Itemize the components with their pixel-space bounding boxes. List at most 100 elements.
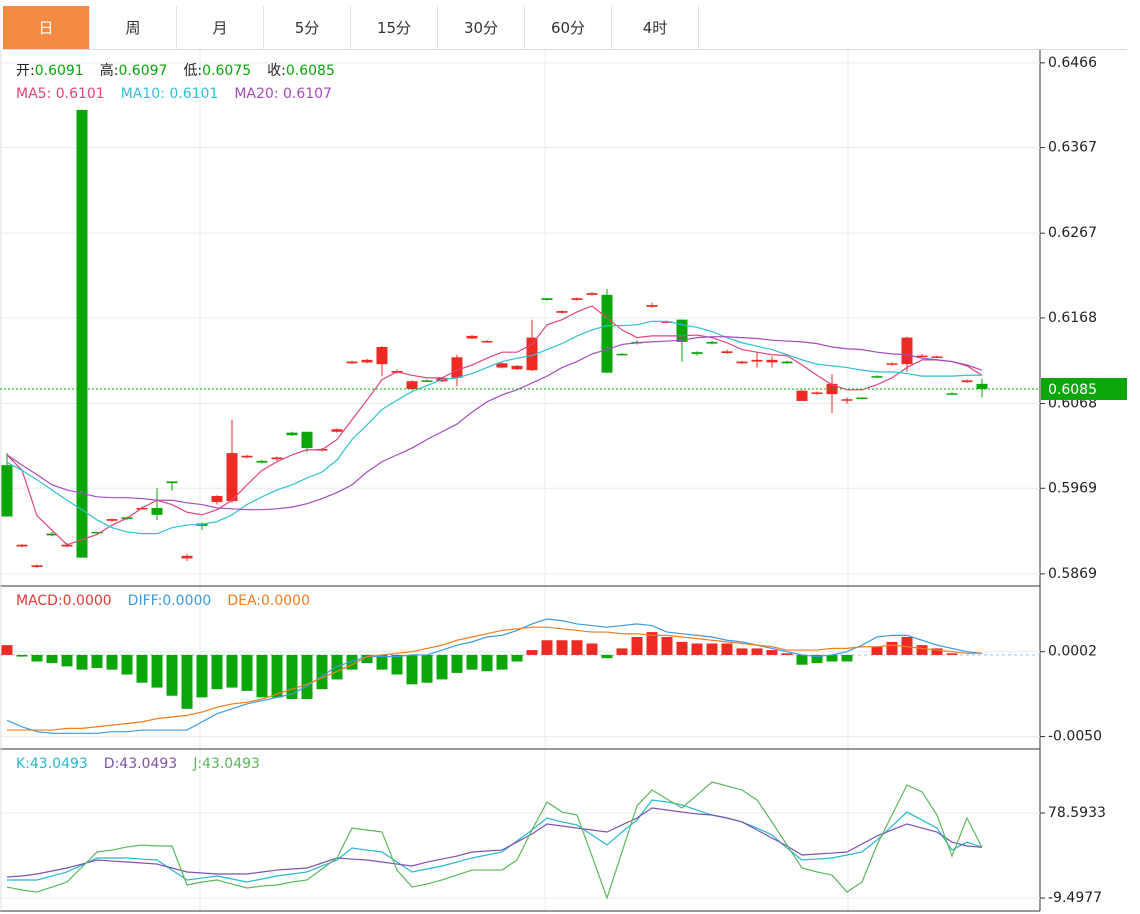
- macd-bar: [901, 636, 913, 655]
- legend-text: MA10: 0.6101: [121, 86, 219, 102]
- series-line: [6, 336, 983, 511]
- macd-bar: [61, 654, 73, 667]
- macd-bar: [946, 653, 958, 655]
- macd-bar: [181, 654, 193, 709]
- candle-body: [286, 432, 298, 436]
- candle-body: [976, 383, 988, 389]
- macd-bar: [676, 641, 688, 655]
- period-tab[interactable]: 15分: [351, 6, 438, 49]
- macd-bar: [541, 640, 553, 655]
- macd-bar: [91, 654, 103, 668]
- candle-body: [406, 381, 418, 389]
- last-price-box: [1041, 377, 1127, 400]
- y-tick-label: -9.4977: [1048, 890, 1102, 906]
- candle-body: [361, 359, 373, 363]
- macd-bar: [31, 654, 43, 662]
- macd-bar: [691, 643, 703, 655]
- macd-bar: [721, 643, 733, 655]
- candle-body: [751, 359, 763, 362]
- candle-body: [556, 311, 568, 313]
- candle-body: [331, 429, 343, 432]
- candle-body: [181, 555, 193, 559]
- macd-bar: [331, 654, 343, 680]
- legend-text: 0.6097: [118, 63, 167, 79]
- macd-bar: [76, 654, 88, 670]
- macd-bar: [706, 643, 718, 655]
- series-line: [6, 320, 982, 535]
- macd-bar: [106, 654, 118, 670]
- candle-body: [46, 533, 58, 536]
- macd-bar: [601, 654, 613, 659]
- candle-body: [31, 565, 43, 568]
- candle-body: [676, 319, 688, 342]
- macd-bar: [526, 650, 538, 655]
- candle-body: [841, 399, 853, 401]
- macd-bar: [376, 654, 388, 670]
- y-tick-label: 0.6466: [1048, 55, 1097, 71]
- legend-text: 0.6085: [286, 63, 335, 79]
- period-tab[interactable]: 4时: [612, 6, 699, 49]
- period-tab[interactable]: 周: [90, 6, 177, 49]
- legend-text: 低:: [183, 63, 202, 79]
- candle-body: [91, 531, 103, 534]
- candle-body: [466, 335, 478, 339]
- series-line: [7, 799, 983, 883]
- legend-text: J:43.0493: [192, 756, 260, 772]
- macd-bar: [916, 645, 928, 655]
- period-tab[interactable]: 60分: [525, 6, 612, 49]
- y-tick-label: -0.0050: [1048, 729, 1102, 745]
- macd-bar: [736, 648, 748, 655]
- candle-body: [211, 495, 223, 502]
- candle-body: [811, 392, 823, 394]
- macd-bar: [661, 636, 673, 655]
- candle-body: [166, 481, 178, 484]
- macd-bar: [841, 654, 853, 662]
- candle-body: [496, 363, 508, 368]
- y-tick-label: 0.0002: [1048, 644, 1097, 660]
- macd-bar: [781, 653, 793, 655]
- macd-bar: [466, 654, 478, 670]
- macd-bar: [316, 654, 328, 690]
- candle-body: [796, 390, 808, 401]
- y-tick-label: 0.5969: [1048, 480, 1097, 496]
- legend-text: 收:: [267, 63, 286, 79]
- macd-bar: [646, 632, 658, 655]
- macd-bar: [226, 654, 238, 688]
- candle-body: [916, 355, 928, 358]
- candle-body: [931, 356, 943, 358]
- candle-body: [721, 351, 733, 354]
- period-tab[interactable]: 30分: [438, 6, 525, 49]
- candle-body: [241, 455, 253, 458]
- macd-bar: [286, 654, 298, 700]
- legend-text: MA5: 0.6101: [16, 86, 105, 102]
- candle-body: [16, 544, 28, 547]
- macd-bar: [886, 641, 898, 655]
- period-tab[interactable]: 月: [177, 6, 264, 49]
- series-line: [6, 305, 983, 546]
- macd-bar: [346, 654, 358, 670]
- macd-bar: [451, 654, 463, 673]
- macd-bar: [196, 654, 208, 698]
- candle-body: [271, 457, 283, 460]
- candle-body: [1, 465, 13, 517]
- macd-bar: [271, 654, 283, 698]
- macd-bar: [136, 654, 148, 683]
- candle-body: [691, 352, 703, 354]
- legend-text: MACD:0.0000: [16, 593, 112, 609]
- candle-body: [646, 305, 658, 307]
- y-tick-label: 78.5933: [1048, 805, 1106, 821]
- period-tab[interactable]: 日: [3, 6, 90, 49]
- legend-text: MA20: 0.6107: [234, 86, 332, 102]
- period-tabs: 日周月 5分 15分 30分 60分 4时: [3, 6, 1127, 50]
- legend-text: 0.6091: [35, 63, 84, 79]
- legend-text: D:43.0493: [104, 756, 177, 772]
- y-tick-label: 0.6267: [1048, 225, 1097, 241]
- macd-bar: [406, 654, 418, 685]
- macd-bar: [121, 654, 133, 675]
- candle-body: [946, 393, 958, 395]
- series-line: [7, 626, 982, 731]
- series-line: [6, 618, 983, 734]
- y-tick-label: 0.5869: [1048, 566, 1097, 582]
- period-tab[interactable]: 5分: [264, 6, 351, 49]
